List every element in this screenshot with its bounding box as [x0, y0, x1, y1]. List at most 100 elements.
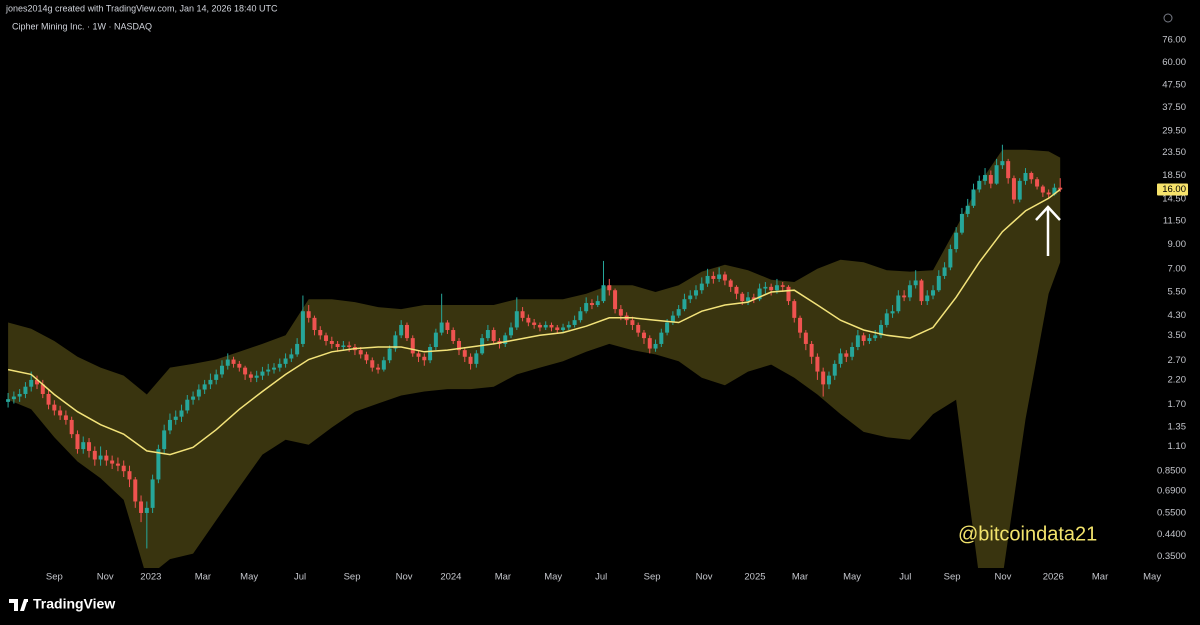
candle-body [543, 324, 548, 328]
x-tick-label: Jul [294, 572, 306, 583]
candle-body [520, 311, 525, 318]
candle-body [746, 297, 751, 302]
x-tick-label: Jul [899, 572, 911, 583]
candle-body [139, 501, 144, 513]
candle-body [23, 386, 28, 394]
candle-body [688, 295, 693, 300]
brand: TradingView [33, 596, 115, 612]
candle-body [740, 293, 745, 302]
candle-body [1040, 186, 1045, 193]
candle-body [798, 317, 803, 333]
candle-body [376, 367, 381, 370]
band-area [8, 149, 1061, 568]
candle-body [1029, 172, 1034, 180]
candle-body [936, 275, 941, 291]
candle-body [913, 280, 918, 286]
candle-body [751, 297, 756, 300]
candle-body [40, 384, 45, 394]
candle-body [826, 375, 831, 385]
candle-body [433, 332, 438, 347]
candle-body [451, 330, 456, 341]
y-tick-label: 11.50 [1163, 216, 1186, 227]
candle-body [861, 335, 866, 341]
candle-body [792, 301, 797, 318]
candle-body [237, 363, 242, 368]
candle-body [647, 338, 652, 349]
candle-body [300, 311, 305, 344]
x-tick-label: Jul [595, 572, 607, 583]
candle-body [63, 415, 68, 420]
candle-body [34, 379, 39, 385]
axes: 76.00 60.00 47.50 37.50 29.50 23.50 18.50 14.50… [46, 34, 1188, 583]
candle-body [815, 356, 820, 372]
x-tick-label: Sep [46, 572, 63, 583]
y-tick-label: 14.50 [1162, 193, 1186, 204]
candle-body [537, 324, 542, 328]
candle-body [884, 313, 889, 325]
footer: TradingView [0, 590, 1200, 625]
candle-body [358, 350, 363, 355]
settings-icon[interactable] [1163, 13, 1173, 23]
candle-body [295, 343, 300, 355]
candle-body [942, 267, 947, 276]
candle-body [416, 353, 421, 357]
candle-body [584, 303, 589, 312]
logo [9, 599, 28, 611]
y-tick-label: 2.70 [1168, 355, 1187, 366]
candle-body [248, 374, 253, 378]
candle-body [601, 285, 606, 302]
candle-body [324, 335, 329, 341]
candle-body [786, 286, 791, 302]
candle-body [81, 442, 86, 450]
candle-body [445, 322, 450, 331]
candle-body [977, 180, 982, 190]
candle-body [87, 442, 92, 451]
x-tick-label: Sep [644, 572, 661, 583]
candle-body [878, 324, 883, 336]
candle-body [907, 285, 912, 298]
candle-body [364, 354, 369, 361]
y-tick-label: 47.50 [1162, 80, 1186, 91]
y-tick-label: 0.3500 [1157, 551, 1186, 562]
candle-body [329, 340, 334, 344]
candle-body [289, 354, 294, 359]
y-tick-label: 60.00 [1162, 57, 1186, 68]
x-tick-label: May [1143, 572, 1161, 583]
candle-body [156, 449, 161, 480]
candle-body [370, 360, 375, 368]
x-tick-label: May [240, 572, 258, 583]
candle-body [578, 311, 583, 321]
candle-body [1023, 172, 1028, 181]
candle-body [133, 479, 138, 502]
candle-body [896, 295, 901, 312]
candle-body [774, 285, 779, 291]
candle-body [925, 295, 930, 302]
y-tick-label: 23.50 [1162, 147, 1186, 158]
candle-body [769, 286, 774, 291]
candle-body [722, 274, 727, 281]
y-tick-label: 0.8500 [1157, 466, 1186, 477]
candle-body [58, 410, 63, 416]
candle-body [75, 434, 80, 450]
candle-body [179, 410, 184, 417]
candle-body [965, 205, 970, 214]
candle-body [821, 371, 826, 385]
candle-body [676, 309, 681, 316]
candle-body [214, 374, 219, 380]
candle-body [809, 343, 814, 357]
basis-line [7, 188, 1061, 456]
candle-body [196, 389, 201, 397]
candle-body [144, 507, 149, 513]
candle-body [618, 309, 623, 316]
candle-body [954, 232, 959, 250]
candle-body [462, 350, 467, 357]
y-tick-label: 0.4400 [1157, 529, 1186, 540]
last-price-box [1157, 183, 1188, 196]
candle-body [595, 301, 600, 306]
candle-body [173, 416, 178, 420]
x-tick-label: Sep [944, 572, 961, 583]
x-tick-label: Sep [344, 572, 361, 583]
candle-body [1006, 161, 1011, 179]
candle-body [1000, 161, 1005, 166]
